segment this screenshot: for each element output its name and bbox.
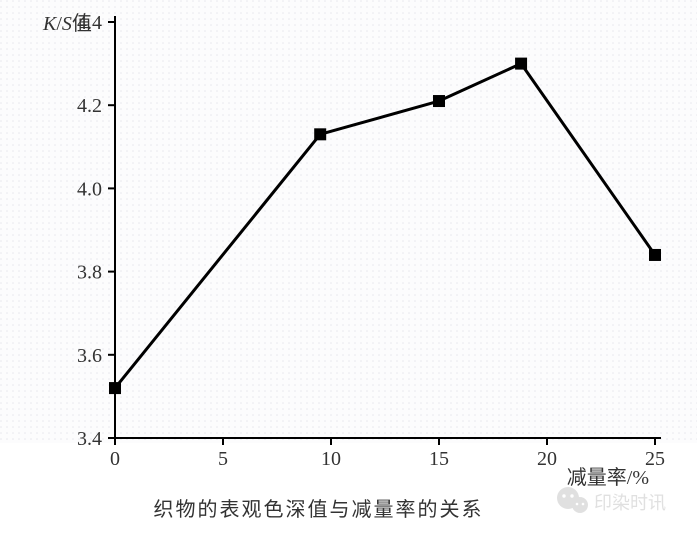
x-tick-label: 15 bbox=[429, 448, 449, 470]
x-tick-label: 0 bbox=[110, 448, 120, 470]
x-tick-label: 5 bbox=[218, 448, 228, 470]
data-marker bbox=[433, 95, 445, 107]
chart-container: 3.43.63.84.04.24.40510152025K/S值减量率/%织物的… bbox=[0, 0, 697, 536]
y-tick-label: 3.8 bbox=[77, 262, 102, 284]
line-chart: 3.43.63.84.04.24.40510152025K/S值减量率/%织物的… bbox=[0, 0, 697, 536]
y-axis-label: K/S值 bbox=[42, 12, 92, 35]
plot-background bbox=[0, 0, 697, 443]
y-tick-label: 3.6 bbox=[77, 345, 102, 367]
watermark-text: 印染时讯 bbox=[594, 493, 666, 513]
y-tick-label: 4.0 bbox=[77, 178, 102, 200]
data-marker bbox=[515, 58, 527, 70]
y-tick-label: 4.2 bbox=[77, 95, 102, 117]
x-axis-label: 减量率/% bbox=[567, 466, 649, 489]
data-marker bbox=[109, 382, 121, 394]
chart-caption: 织物的表观色深值与减量率的关系 bbox=[154, 498, 484, 521]
data-marker bbox=[649, 249, 661, 261]
x-tick-label: 20 bbox=[537, 448, 557, 470]
data-marker bbox=[314, 128, 326, 140]
x-tick-label: 10 bbox=[321, 448, 341, 470]
wechat-icon bbox=[572, 497, 588, 513]
y-tick-label: 3.4 bbox=[77, 428, 102, 450]
